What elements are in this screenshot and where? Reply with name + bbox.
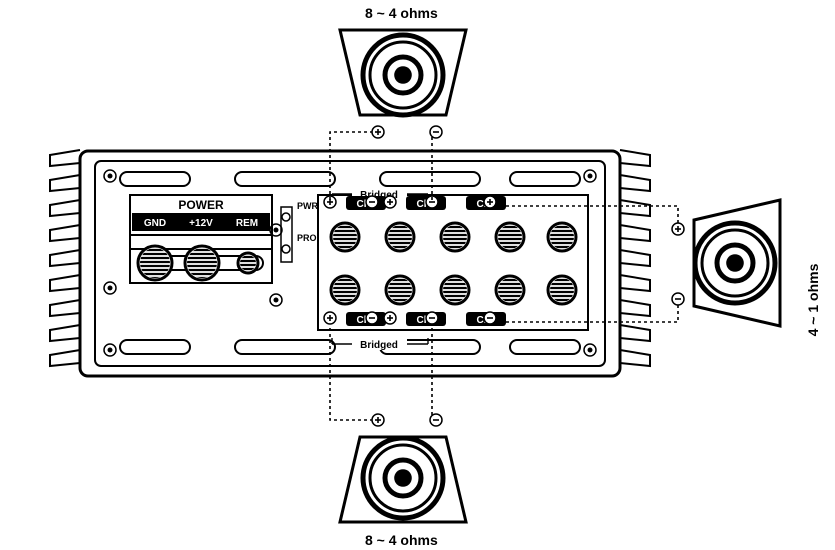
svg-text:REM: REM [236,218,258,229]
speaker-right-label: 4 ~ 1 ohms [805,263,821,336]
speaker-bottom-label: 8 ~ 4 ohms [365,532,438,548]
svg-text:GND: GND [144,218,166,229]
speaker-top-label: 8 ~ 4 ohms [365,5,438,21]
svg-text:+12V: +12V [189,218,213,229]
svg-text:PWR: PWR [297,201,318,211]
power-title: POWER [178,198,224,212]
svg-text:PRO: PRO [297,233,317,243]
svg-text:Bridged: Bridged [360,340,398,351]
